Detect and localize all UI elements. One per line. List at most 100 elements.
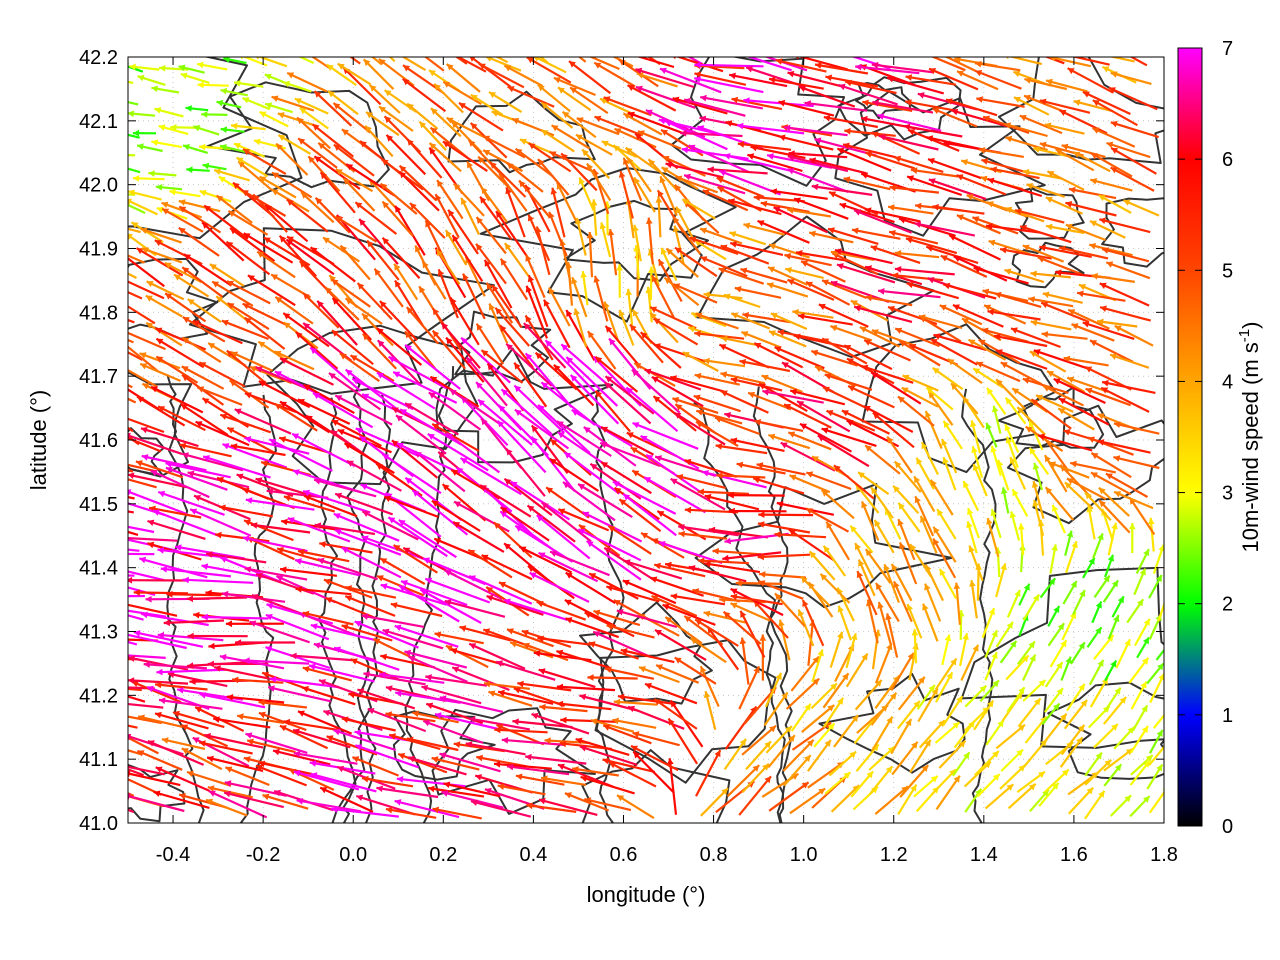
wind-arrow-shaft	[1082, 321, 1135, 340]
wind-arrow-head	[259, 176, 267, 183]
wind-arrow-shaft	[133, 591, 189, 595]
wind-arrow-head	[391, 50, 398, 56]
wind-arrow-head	[788, 431, 796, 438]
wind-arrow-head	[526, 802, 533, 810]
wind-arrow-shaft	[893, 156, 944, 173]
wind-arrow-shaft	[180, 403, 229, 437]
wind-arrow-shaft	[945, 98, 998, 117]
wind-arrow-head	[481, 554, 489, 561]
wind-arrow-head	[384, 90, 392, 97]
wind-arrow-head	[154, 107, 162, 114]
wind-arrow-shaft	[477, 155, 512, 190]
wind-arrow-head	[1117, 596, 1124, 604]
wind-arrow-shaft	[951, 109, 1009, 128]
wind-arrow-shaft	[494, 57, 509, 64]
wind-arrow-head	[575, 737, 583, 744]
wind-arrow-shaft	[498, 173, 528, 212]
wind-arrow-head	[891, 564, 898, 571]
wind-arrow-head	[901, 786, 908, 793]
wind-arrow-head	[1020, 224, 1027, 232]
wind-arrow-shaft	[588, 641, 639, 660]
wind-arrow-shaft	[730, 602, 771, 622]
wind-arrow-head	[549, 458, 557, 465]
wind-arrow-shaft	[860, 500, 880, 541]
colorbar-label-sup: -1	[1236, 329, 1253, 342]
wind-arrow-shaft	[526, 57, 572, 84]
wind-arrow-head	[861, 115, 868, 123]
wind-arrow-head	[827, 723, 835, 730]
wind-arrow-head	[247, 275, 255, 282]
wind-arrow-head	[695, 619, 703, 626]
wind-arrow-head	[956, 174, 964, 181]
wind-arrow-shaft	[361, 614, 425, 628]
wind-arrow-shaft	[824, 373, 873, 391]
wind-arrow-head	[1033, 349, 1041, 356]
wind-arrow-head	[146, 322, 154, 329]
wind-arrow-head	[684, 506, 692, 514]
wind-arrow-head	[133, 589, 140, 596]
wind-arrow-shaft	[136, 395, 186, 427]
wind-arrow-shaft	[409, 202, 446, 239]
wind-arrow-head	[333, 728, 341, 736]
wind-arrow-shaft	[556, 182, 578, 222]
wind-arrow-shaft	[874, 674, 901, 709]
wind-arrow-shaft	[539, 705, 588, 713]
wind-arrow-head	[630, 324, 637, 332]
wind-arrow-shaft	[161, 738, 206, 750]
wind-arrow-head	[225, 620, 233, 628]
wind-arrow-shaft	[720, 389, 769, 414]
wind-arrow-head	[527, 565, 535, 573]
wind-arrow-head	[684, 97, 691, 105]
wind-arrow-shaft	[450, 648, 505, 666]
wind-arrow-shaft	[479, 484, 532, 518]
wind-arrow-shaft	[731, 97, 783, 111]
wind-arrow-shaft	[886, 76, 944, 95]
wind-arrow-shaft	[914, 495, 935, 537]
wind-arrow-head	[515, 773, 523, 781]
wind-arrow-head	[392, 407, 399, 414]
wind-arrow-shaft	[390, 602, 443, 618]
wind-arrow-shaft	[629, 323, 664, 364]
wind-arrow-head	[1031, 481, 1039, 488]
wind-arrow-shaft	[431, 756, 480, 771]
wind-arrow-head	[981, 158, 989, 165]
wind-arrow-head	[932, 107, 940, 114]
wind-arrow-shaft	[378, 105, 414, 132]
wind-arrow-shaft	[209, 263, 245, 287]
wind-arrow-head	[396, 776, 404, 783]
wind-arrow-head	[1165, 641, 1172, 648]
wind-arrow-head	[688, 326, 696, 333]
wind-arrow-shaft	[140, 427, 199, 448]
wind-arrow-head	[507, 628, 514, 635]
wind-arrow-shaft	[1114, 324, 1154, 347]
wind-arrow-head	[505, 187, 512, 195]
wind-arrow-shaft	[846, 357, 895, 385]
wind-arrow-head	[343, 178, 351, 185]
wind-arrow-shaft	[831, 252, 879, 276]
wind-arrow-shaft	[601, 140, 638, 159]
wind-arrow-head	[617, 693, 625, 701]
wind-arrow-head	[162, 208, 170, 215]
wind-arrow-head	[279, 436, 287, 443]
wind-arrow-head	[258, 711, 266, 719]
wind-arrow-shaft	[317, 558, 378, 581]
wind-arrow-shaft	[358, 218, 399, 265]
wind-arrow-shaft	[296, 799, 362, 813]
wind-arrow-shaft	[579, 745, 638, 766]
wind-arrow-shaft	[821, 337, 868, 365]
wind-arrow-head	[212, 281, 220, 288]
wind-arrow-head	[140, 227, 148, 234]
wind-arrow-head	[902, 374, 910, 381]
wind-arrow-shaft	[503, 477, 553, 517]
wind-arrow-shaft	[458, 101, 504, 132]
wind-arrow-head	[141, 454, 149, 461]
wind-arrow-head	[1009, 511, 1017, 519]
wind-arrow-shaft	[1058, 246, 1109, 260]
terrain-contour	[128, 427, 165, 477]
wind-arrow-shaft	[588, 57, 620, 71]
terrain-contour	[447, 90, 596, 174]
wind-arrow-head	[704, 493, 712, 501]
wind-arrow-shaft	[1065, 223, 1106, 242]
wind-arrow-head	[369, 85, 377, 92]
wind-arrow-head	[500, 511, 508, 518]
